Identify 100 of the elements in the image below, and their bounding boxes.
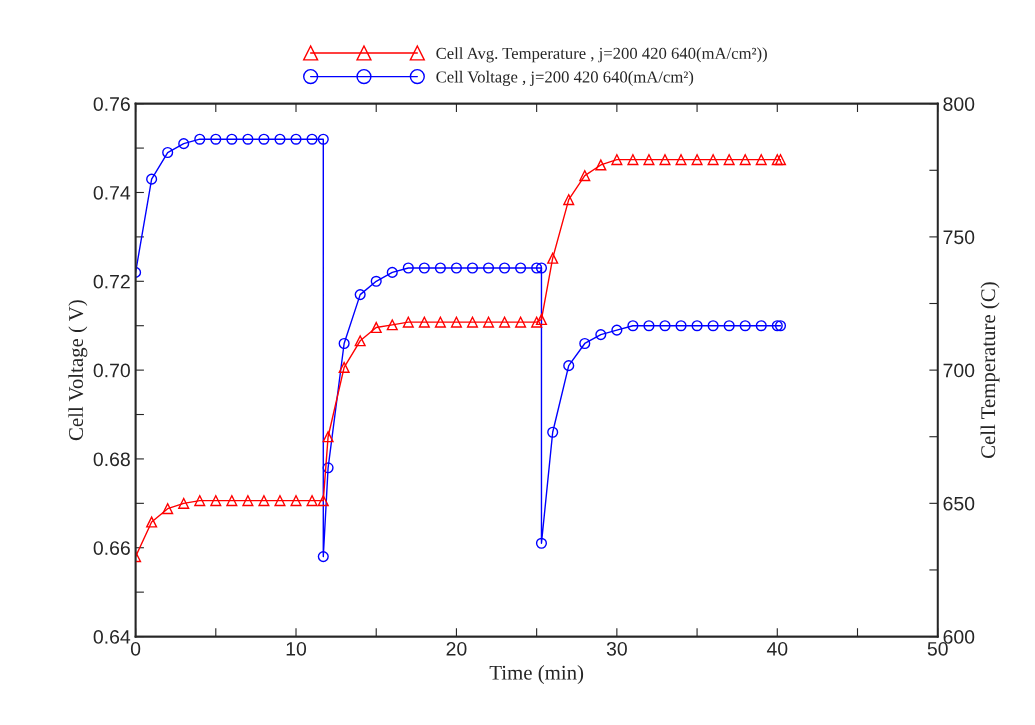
point [535, 262, 548, 274]
point [178, 138, 190, 150]
point [146, 516, 158, 528]
y2-axis-title: Cell Temperature (C) [980, 282, 1000, 459]
point [563, 360, 575, 372]
point [707, 154, 719, 166]
point [627, 154, 639, 166]
point [643, 320, 655, 332]
point [434, 316, 446, 328]
point [482, 262, 495, 274]
point [595, 159, 607, 171]
point [675, 320, 687, 332]
point [723, 320, 735, 332]
x-tick-label: 50 [927, 641, 948, 656]
y2-tick-label: 650 [943, 496, 975, 511]
y-tick-label: 0.64 [93, 630, 131, 644]
point [290, 495, 302, 507]
point [499, 316, 511, 328]
point [659, 320, 671, 332]
point [771, 154, 783, 166]
point [386, 319, 398, 331]
point [242, 133, 254, 145]
point [627, 320, 639, 332]
point [755, 154, 767, 166]
point [499, 262, 511, 274]
point [338, 361, 350, 374]
point [774, 154, 787, 166]
point [418, 316, 430, 328]
point [178, 497, 190, 509]
point [210, 133, 222, 145]
point [643, 154, 655, 166]
point [354, 335, 366, 347]
x-tick-label: 0 [130, 641, 141, 656]
point [306, 495, 318, 507]
point [691, 320, 703, 332]
point [322, 462, 334, 474]
point [450, 316, 462, 328]
point [146, 173, 158, 185]
point [317, 133, 329, 145]
point [531, 316, 543, 328]
point [386, 266, 398, 278]
point [322, 431, 334, 443]
point [482, 316, 495, 328]
point [535, 537, 548, 549]
y-axis-title: Cell Voltage ( V) [68, 300, 88, 441]
x-tick-label: 10 [286, 641, 307, 656]
y2-tick-label: 700 [943, 363, 975, 378]
point [675, 154, 687, 166]
point [466, 316, 479, 328]
x-tick-label: 40 [766, 641, 788, 656]
point [418, 262, 430, 274]
point [317, 495, 329, 507]
x-axis-title: Time (min) [489, 665, 584, 684]
y-tick-label: 0.74 [93, 185, 131, 200]
point [531, 262, 543, 274]
point [774, 320, 787, 332]
x-tick-label: 30 [606, 641, 627, 656]
y2-tick-label: 600 [943, 630, 975, 644]
point [755, 320, 767, 332]
point [274, 495, 286, 507]
point [659, 154, 671, 166]
point [194, 133, 206, 145]
y-tick-label: 0.66 [93, 541, 130, 555]
y2-tick-label: 800 [943, 97, 975, 111]
point [317, 551, 329, 563]
point [579, 337, 591, 350]
point [739, 154, 751, 166]
point [535, 313, 548, 326]
point [226, 133, 238, 145]
point [595, 329, 607, 341]
point [402, 262, 414, 274]
legend-label: Cell Voltage , j=200 420 640(mA/cm²) [436, 70, 694, 87]
point [402, 316, 414, 328]
point [242, 495, 254, 507]
point [290, 133, 302, 145]
point [707, 320, 719, 332]
point [210, 495, 222, 507]
point [691, 154, 703, 166]
point [579, 170, 591, 182]
point [258, 495, 270, 507]
point [547, 426, 559, 438]
y-tick-label: 0.72 [93, 274, 130, 289]
y2-tick-label: 750 [943, 230, 975, 245]
point [226, 495, 238, 507]
point [611, 154, 623, 166]
point [547, 252, 559, 264]
point [515, 262, 527, 274]
point [162, 146, 174, 159]
point [370, 275, 382, 287]
point [162, 503, 174, 515]
point [194, 495, 206, 507]
point [370, 321, 382, 334]
point [611, 324, 623, 336]
point [450, 262, 462, 274]
point [771, 320, 783, 332]
point [563, 194, 575, 206]
legend-label: Cell Avg. Temperature , j=200 420 640(mA/cm²)) [436, 47, 767, 63]
point [306, 133, 318, 145]
x-tick-label: 20 [446, 641, 467, 656]
point [274, 133, 286, 145]
